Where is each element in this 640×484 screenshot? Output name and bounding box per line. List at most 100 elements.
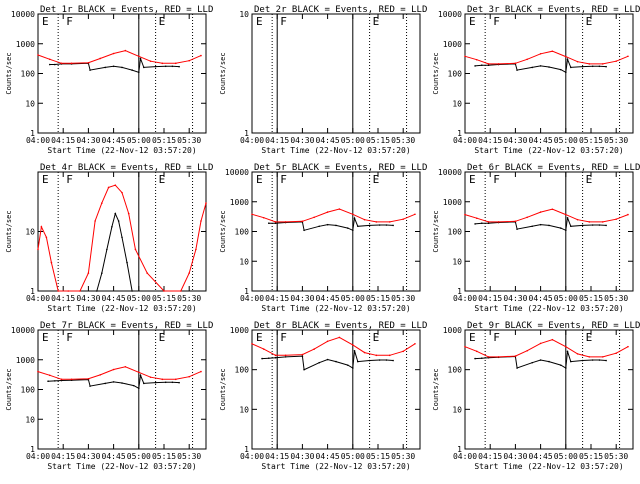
series-point-events — [559, 227, 562, 229]
series-point-events — [487, 222, 490, 225]
series-point-events — [143, 66, 145, 69]
series-point-lld — [627, 345, 629, 348]
series-point-lld — [149, 376, 152, 378]
series-point-events — [89, 385, 91, 387]
series-point-lld — [414, 213, 416, 216]
y-tick-label: 100 — [235, 228, 250, 237]
x-tick-label: 05:15 — [579, 136, 603, 145]
series-point-lld — [251, 213, 253, 216]
y-axis-label: Counts/sec — [432, 368, 440, 410]
x-tick-label: 05:00 — [127, 136, 151, 145]
x-tick-label: 04:30 — [76, 452, 100, 461]
y-tick-label: 1000 — [16, 356, 35, 365]
series-line-lld — [464, 339, 629, 358]
series-point-events — [138, 387, 140, 390]
y-tick-label: 1 — [457, 129, 462, 138]
series-point-events — [301, 355, 304, 357]
series-point-events — [548, 360, 550, 363]
detector-panel-8: Det 8r BLACK = Events, RED = LLD 1 10 100 10… — [219, 321, 427, 471]
series-point-lld — [487, 221, 490, 223]
x-tick-label: 04:00 — [453, 294, 477, 303]
series-point-events — [474, 65, 476, 67]
series-point-lld — [48, 58, 51, 61]
series-point-events — [368, 224, 371, 227]
series-line-lld — [251, 208, 416, 223]
x-tick-label: 04:15 — [51, 136, 75, 145]
series-point-events — [303, 229, 305, 232]
series-point-events — [516, 228, 518, 230]
series-point-events — [598, 359, 601, 361]
series-point-events — [392, 224, 394, 227]
x-tick-label: 05:30 — [391, 452, 415, 461]
x-tick-label: 05:15 — [152, 136, 176, 145]
x-axis-label: Start Time (22-Nov-12 03:57:20) — [474, 462, 623, 471]
x-tick-label: 05:15 — [579, 294, 603, 303]
x-tick-label: 04:45 — [102, 136, 126, 145]
y-tick-label: 100 — [21, 386, 36, 395]
x-tick-label: 04:30 — [503, 294, 527, 303]
x-tick-label: 04:15 — [478, 136, 502, 145]
x-tick-label: 04:30 — [503, 452, 527, 461]
series-point-events — [581, 224, 584, 227]
series-point-lld — [200, 54, 202, 57]
series-point-events — [570, 66, 572, 69]
series-point-lld — [200, 370, 202, 373]
series-point-lld — [161, 62, 164, 65]
plot-frame — [251, 329, 421, 450]
series-point-lld — [464, 345, 466, 348]
series-point-lld — [301, 220, 304, 223]
detector-panel-3: Det 3r BLACK = Events, RED = LLD 1 10 100 10… — [432, 5, 640, 155]
series-point-lld — [615, 218, 617, 220]
series-point-events — [268, 357, 270, 359]
series-point-events — [474, 223, 476, 225]
plot-frame — [464, 329, 634, 450]
y-tick-label: 10 — [452, 405, 462, 414]
y-tick-label: 1 — [30, 287, 35, 296]
series-point-events — [581, 65, 584, 68]
series-point-events — [598, 224, 601, 226]
detector-panel-6: Det 6r BLACK = Events, RED = LLD 1 10 100 10… — [432, 163, 640, 313]
y-tick-label: 100 — [21, 70, 36, 79]
series-point-lld — [37, 248, 39, 251]
series-point-lld — [414, 342, 416, 345]
series-point-events — [121, 382, 123, 384]
series-point-lld — [497, 221, 500, 223]
series-point-lld — [402, 218, 405, 220]
series-point-events — [565, 71, 567, 74]
x-tick-label: 05:00 — [127, 452, 151, 461]
series-point-lld — [101, 202, 103, 204]
series-point-lld — [274, 221, 277, 223]
plot-title: Det 9r BLACK = Events, RED = LLD — [467, 321, 640, 331]
x-tick-label: 04:45 — [102, 452, 126, 461]
series-point-events — [539, 223, 542, 226]
series-point-events — [154, 65, 157, 68]
series-point-events — [565, 229, 567, 232]
x-tick-label: 04:30 — [290, 452, 314, 461]
interval-marker-E: E — [469, 331, 476, 344]
series-point-events — [346, 227, 349, 229]
series-point-lld — [188, 59, 190, 62]
series-point-lld — [565, 345, 567, 348]
series-point-events — [357, 225, 359, 228]
series-point-events — [335, 224, 337, 227]
y-tick-label: 1000 — [443, 40, 462, 49]
series-point-lld — [60, 378, 63, 381]
series-point-lld — [138, 55, 140, 58]
interval-marker-E: E — [256, 173, 263, 186]
plot-title: Det 8r BLACK = Events, RED = LLD — [254, 321, 427, 331]
series-point-events — [335, 360, 337, 363]
y-tick-label: 10 — [25, 228, 35, 237]
series-point-events — [559, 68, 562, 71]
x-tick-label: 05:00 — [554, 452, 578, 461]
series-point-events — [178, 381, 180, 384]
series-point-events — [112, 381, 115, 383]
interval-marker-E: E — [256, 331, 263, 344]
series-point-events — [378, 224, 381, 226]
detector-panel-9: Det 9r BLACK = Events, RED = LLD 1 10 100 10… — [432, 321, 640, 471]
series-point-lld — [601, 63, 604, 65]
series-point-lld — [87, 272, 90, 274]
series-point-events — [346, 364, 349, 366]
series-point-events — [481, 222, 483, 225]
interval-marker-E: E — [159, 173, 166, 186]
